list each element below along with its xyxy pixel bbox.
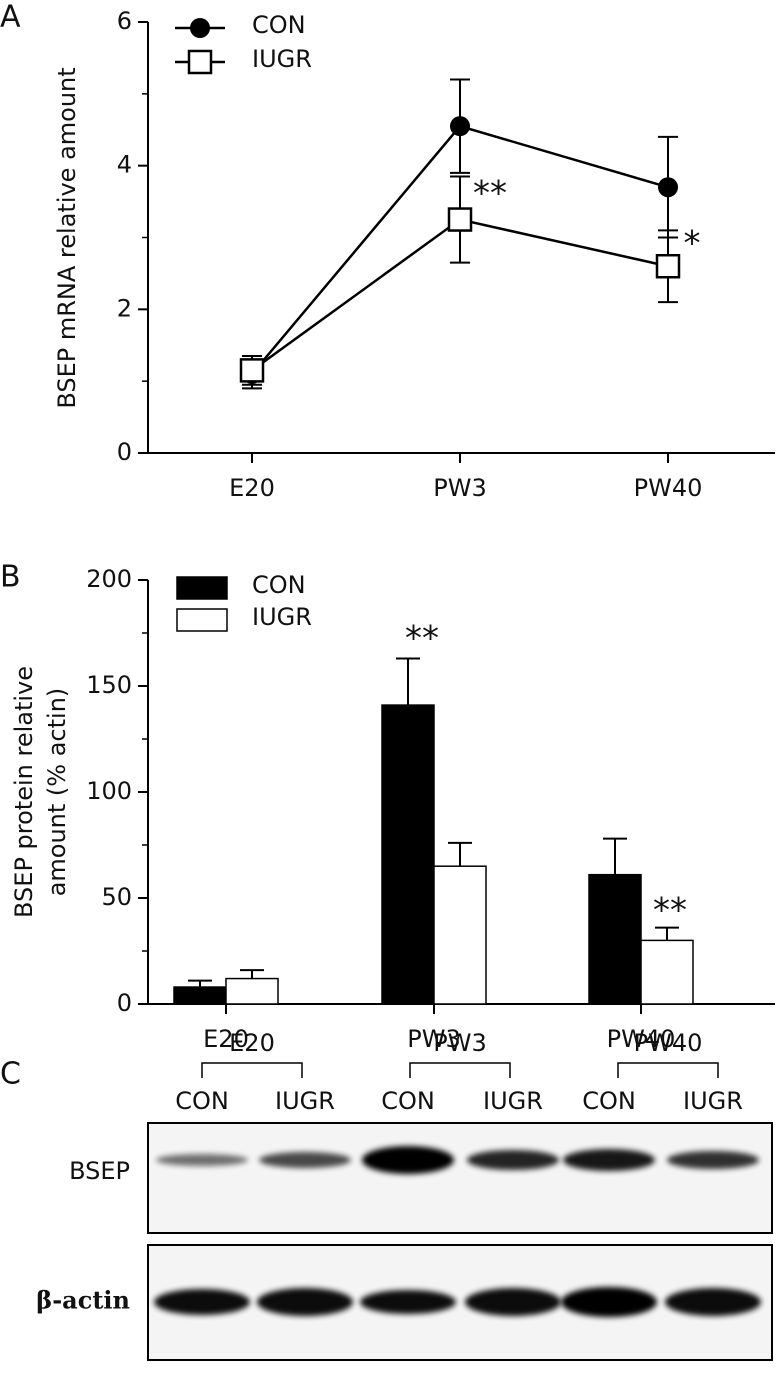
group-bracket xyxy=(617,1062,719,1078)
band xyxy=(667,1151,759,1169)
band xyxy=(257,1288,353,1316)
x-tick-label: E20 xyxy=(203,1025,249,1053)
significance: ** xyxy=(653,891,687,931)
legend-swatch xyxy=(176,608,228,632)
band xyxy=(360,1290,456,1314)
error-bar xyxy=(396,657,420,706)
marker xyxy=(655,253,681,279)
bar xyxy=(433,865,487,1005)
marker xyxy=(447,207,473,232)
x-tick-label: PW3 xyxy=(407,1025,460,1053)
x-tick-label: PW40 xyxy=(607,1025,676,1053)
bar xyxy=(588,873,642,1005)
group-label: PW3 xyxy=(433,1029,486,1057)
group-bracket xyxy=(409,1062,511,1078)
y-tick-label: 150 xyxy=(86,671,132,699)
lane-label: IUGR xyxy=(483,1087,543,1115)
error-bar xyxy=(188,979,212,988)
y-tick-label: 0 xyxy=(117,989,132,1017)
y-tick-label: 100 xyxy=(86,777,132,805)
group-label: PW40 xyxy=(634,1029,703,1057)
row-label: β-actin xyxy=(36,1286,130,1315)
bar xyxy=(381,704,435,1005)
band xyxy=(665,1288,761,1316)
significance: ** xyxy=(473,174,507,214)
y-tick-label: 4 xyxy=(117,151,132,179)
band xyxy=(465,1288,561,1316)
panel-label: B xyxy=(0,560,21,595)
band xyxy=(156,1154,248,1166)
bar xyxy=(225,977,279,1005)
lane-label: CON xyxy=(582,1087,636,1115)
error-bar xyxy=(655,926,679,941)
x-tick-label: E20 xyxy=(229,474,275,502)
group-bracket xyxy=(201,1062,303,1078)
legend-swatch xyxy=(176,576,228,600)
y-tick-label: 2 xyxy=(117,294,132,322)
y-axis-label: BSEP mRNA relative amount xyxy=(53,67,81,408)
band xyxy=(362,1146,454,1174)
band xyxy=(154,1289,250,1315)
bar xyxy=(640,939,694,1005)
bar xyxy=(173,986,227,1005)
marker xyxy=(450,116,470,137)
error-bar xyxy=(448,841,472,867)
x-tick-label: PW40 xyxy=(634,474,703,502)
row-label: BSEP xyxy=(69,1157,130,1185)
significance: * xyxy=(684,224,701,264)
band xyxy=(467,1150,559,1170)
y-tick-label: 6 xyxy=(117,7,132,35)
legend-label: IUGR xyxy=(252,45,312,73)
legend-marker xyxy=(190,18,210,38)
x-tick-label: PW3 xyxy=(433,474,486,502)
band xyxy=(561,1287,657,1317)
significance: ** xyxy=(405,619,439,659)
band xyxy=(563,1149,655,1171)
legend-label: CON xyxy=(252,11,306,39)
marker xyxy=(658,177,678,198)
lane-label: CON xyxy=(381,1087,435,1115)
panel-label: A xyxy=(0,0,21,35)
error-bar xyxy=(603,837,627,875)
lane-label: CON xyxy=(175,1087,229,1115)
lane-label: IUGR xyxy=(275,1087,335,1115)
group-label: E20 xyxy=(229,1029,275,1057)
panel-label: C xyxy=(0,1057,21,1092)
legend-marker xyxy=(187,49,213,75)
marker xyxy=(239,358,265,383)
y-tick-label: 200 xyxy=(86,565,132,593)
band xyxy=(259,1152,351,1168)
y-tick-label: 0 xyxy=(117,438,132,466)
y-tick-label: 50 xyxy=(101,883,132,911)
y-axis-label: BSEP protein relative xyxy=(10,666,38,918)
legend-label: IUGR xyxy=(252,603,312,631)
error-bar xyxy=(240,969,264,979)
lane-label: IUGR xyxy=(683,1087,743,1115)
y-axis-label: amount (% actin) xyxy=(43,688,71,897)
blot-frame xyxy=(147,1122,773,1234)
legend-label: CON xyxy=(252,571,306,599)
